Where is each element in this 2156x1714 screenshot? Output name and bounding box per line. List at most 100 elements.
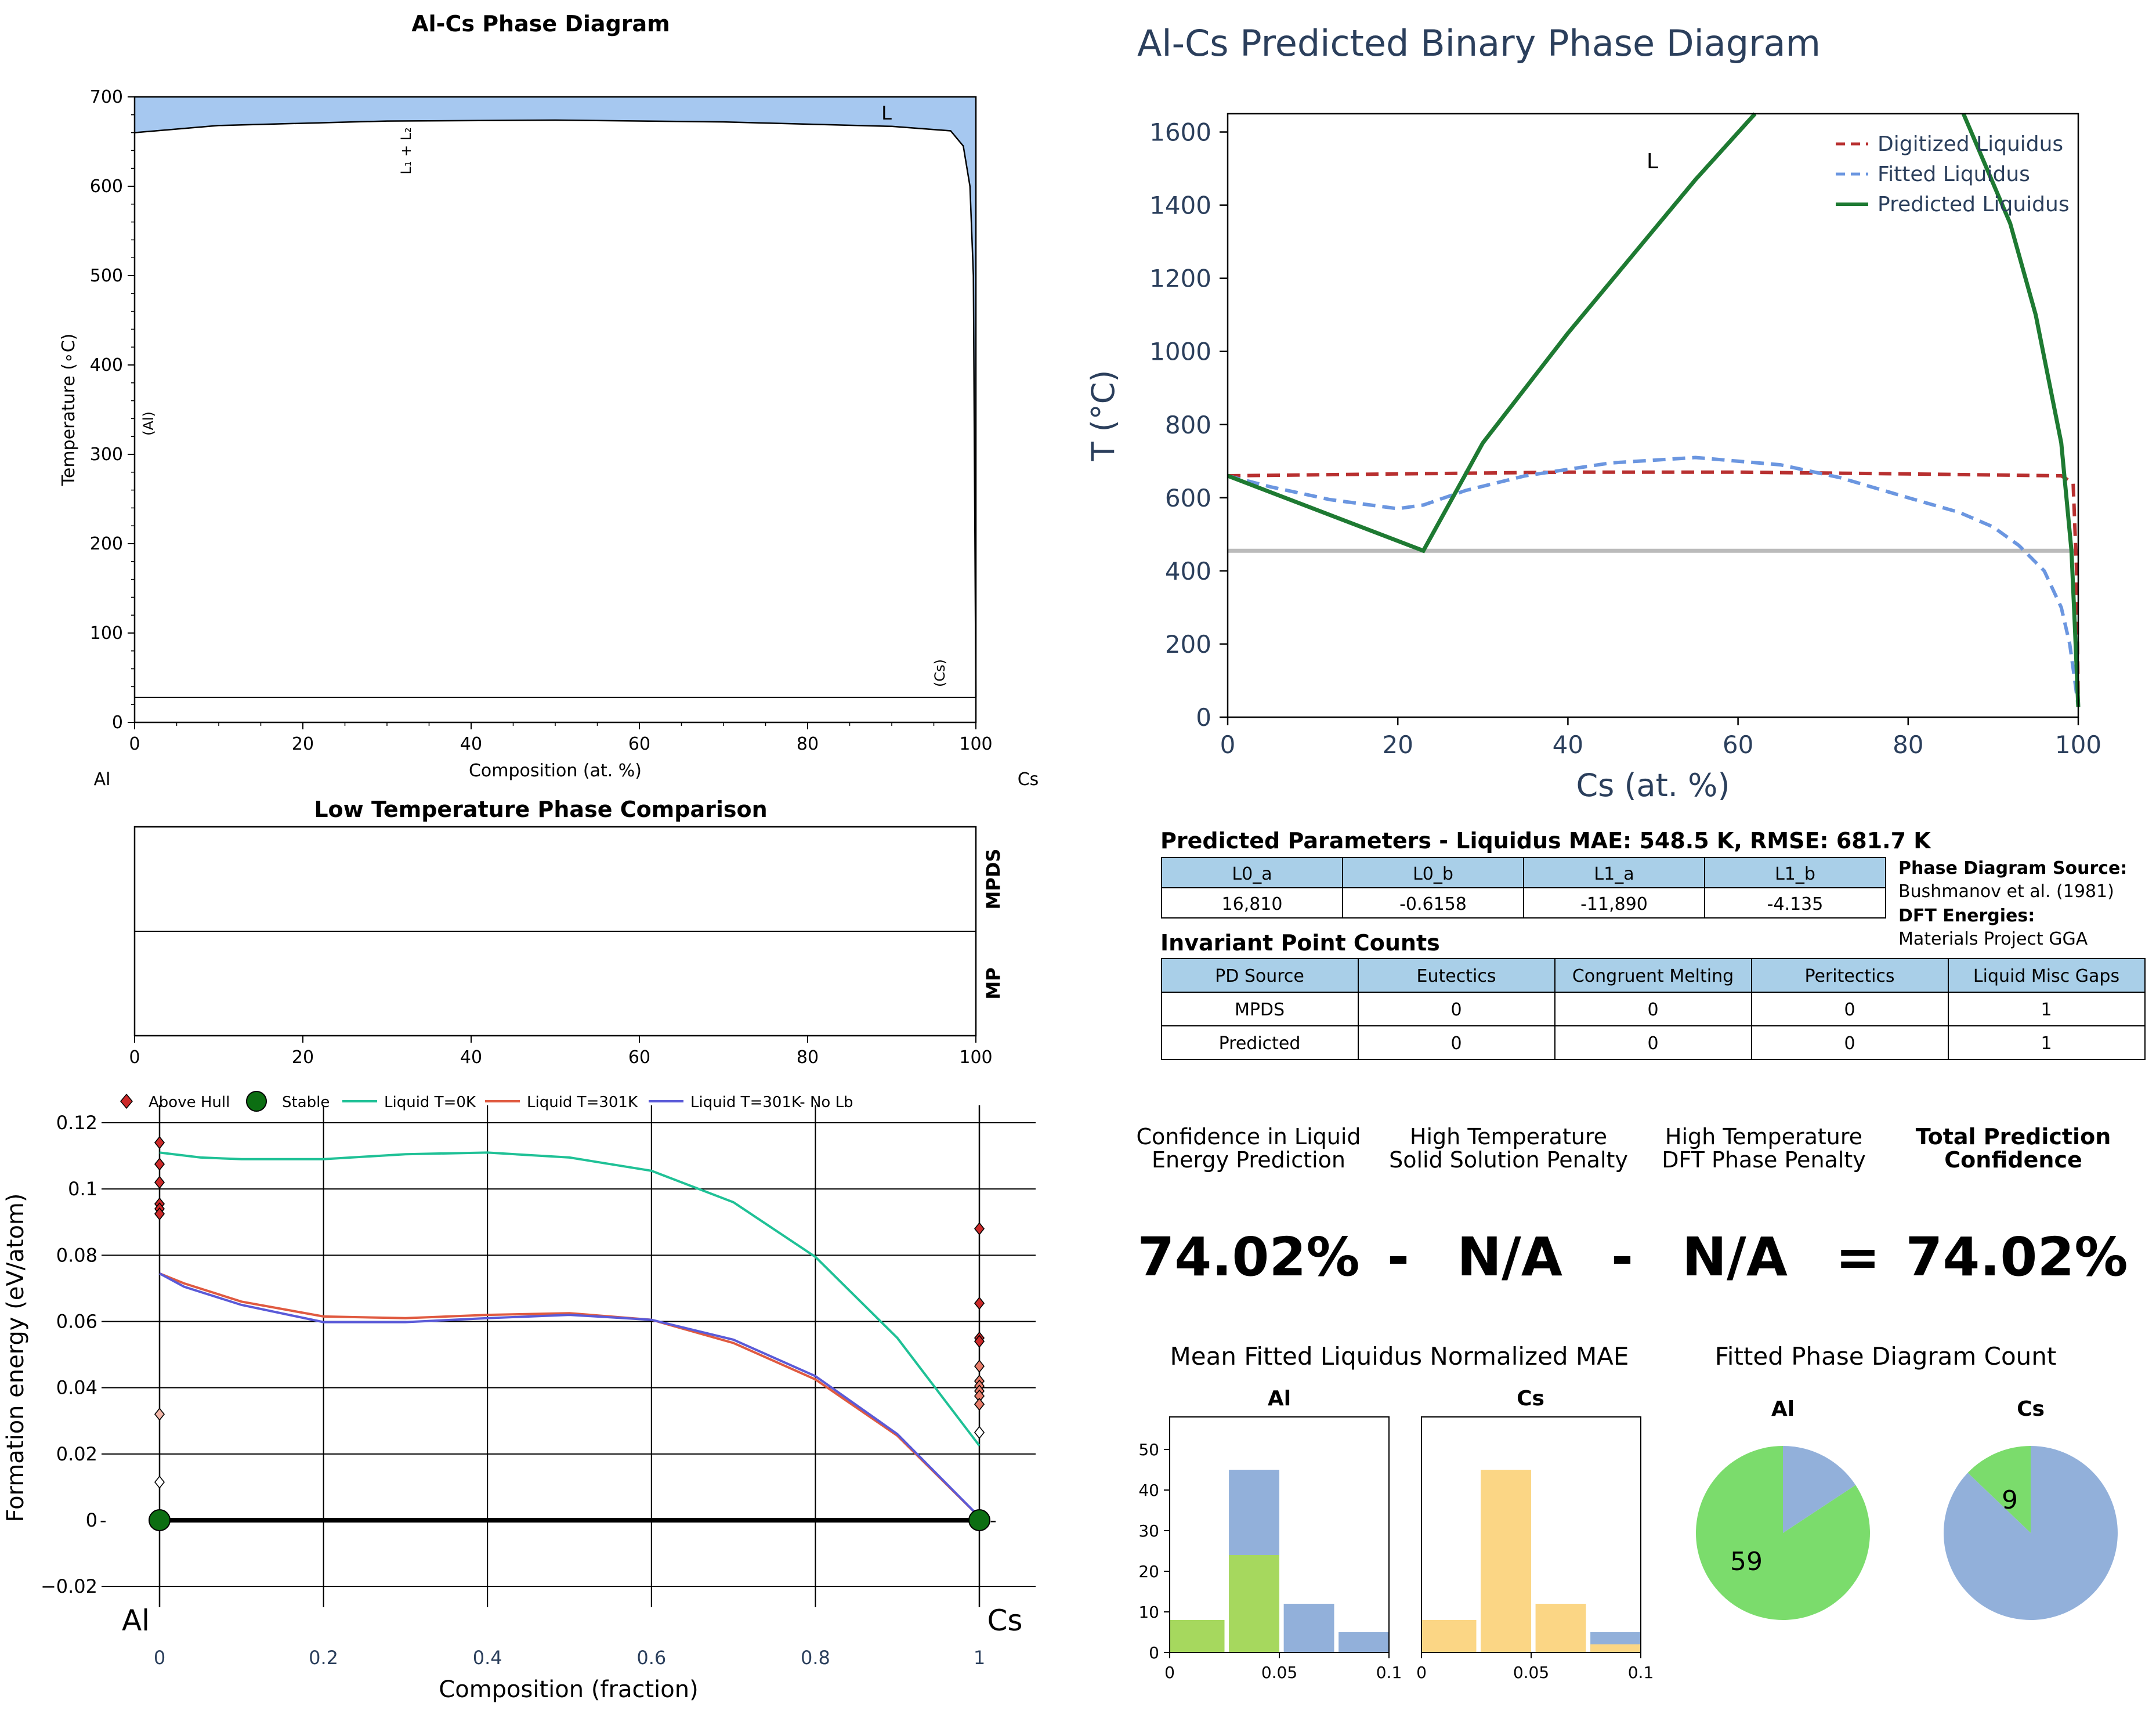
inv-header-cell <box>1554 958 1752 993</box>
x-tick-label: 1 <box>974 1647 985 1669</box>
inv-header-cell <box>1358 958 1555 993</box>
predicted-diagram-x-ticks: 0 20 40 60 80 100 <box>1220 717 2101 759</box>
formation-energy-panel: 0 0.2 0.4 0.6 0.8 1 0.12 0.1 0.08 0.06 0.04 0.02 0 −… <box>2 1091 1036 1703</box>
inv-cell <box>1948 1025 2146 1060</box>
histogram-bar <box>1481 1470 1531 1652</box>
formation-energy-y-label: Formation energy (eV/atom) <box>2 1194 29 1523</box>
dft-energies-value: Materials Project GGA <box>1898 929 2088 949</box>
inv-header-cell <box>1751 958 1949 993</box>
phase-diagram-y-label: Temperature (∘C) <box>59 334 79 487</box>
confidence-label-4a: Total Prediction <box>1916 1124 2111 1149</box>
param-value-l1a: -11,890 <box>1580 894 1648 914</box>
low-temp-panel: Low Temperature Phase Comparison MPDS MP… <box>129 797 1004 1068</box>
above-hull-marker <box>154 1176 165 1189</box>
inv-row1-peritectics: 0 <box>1844 1000 1855 1020</box>
inv-row2-congruent: 0 <box>1647 1033 1658 1054</box>
phase-diagram-right-element: Cs <box>1018 769 1039 790</box>
x-tick-label: 40 <box>460 1047 482 1068</box>
liquid-region-fill <box>135 97 976 697</box>
x-tick-label: 0.8 <box>801 1647 830 1669</box>
y-tick-label: 200 <box>90 534 123 554</box>
y-tick-label: 0.1 <box>68 1178 97 1200</box>
y-tick-label: 0 <box>112 713 123 733</box>
histogram-bar <box>1590 1644 1641 1652</box>
pie-cs-value-label: 9 <box>2002 1485 2018 1515</box>
histogram-al-bars <box>1170 1470 1389 1652</box>
y-tick-label: 10 <box>1138 1603 1159 1622</box>
y-tick-label: 40 <box>1138 1481 1159 1500</box>
inv-header-congruent: Congruent Melting <box>1572 966 1734 986</box>
x-tick-label: 0.05 <box>1261 1663 1297 1682</box>
pie-slice <box>1695 1446 1870 1621</box>
predicted-diagram-y-ticks: 0 200 400 600 800 1000 1200 1400 1600 <box>1149 118 1228 732</box>
param-value-l1b: -4.135 <box>1767 894 1824 914</box>
inv-header-pd-source: PD Source <box>1215 966 1304 986</box>
liquid-301k-curve <box>159 1272 981 1518</box>
confidence-value-2: N/A <box>1457 1226 1562 1288</box>
inv-row1-congruent: 0 <box>1647 1000 1658 1020</box>
above-hull-marker <box>154 1408 165 1421</box>
y-tick-label: 600 <box>90 176 123 197</box>
x-tick-label: 0 <box>129 1047 140 1068</box>
pie-slice <box>1967 1446 2031 1533</box>
label-al-solid: (Al) <box>140 411 157 436</box>
pie-slice <box>1943 1446 2118 1621</box>
y-tick-dash-right: - <box>990 1509 997 1531</box>
liquidus-boundary-line <box>134 119 977 697</box>
x-tick-label: 0 <box>1416 1663 1427 1682</box>
x-tick-label: 0.6 <box>636 1647 666 1669</box>
y-tick-label: 0 <box>1196 703 1211 732</box>
inv-row2-peritectics: 0 <box>1844 1033 1855 1054</box>
pie-al-slices <box>1695 1446 1870 1621</box>
predicted-liquidus-curve <box>1227 112 1757 554</box>
confidence-label-2a: High Temperature <box>1410 1124 1607 1149</box>
formation-energy-grid <box>102 1105 1036 1607</box>
confidence-label-4b: Confidence <box>1944 1147 2082 1173</box>
legend-stable-label: Stable <box>282 1094 330 1111</box>
param-header-l0a: L0_a <box>1232 864 1272 884</box>
histogram-title: Mean Fitted Liquidus Normalized MAE <box>1170 1342 1629 1371</box>
y-tick-label: 30 <box>1138 1521 1159 1541</box>
x-tick-label: 20 <box>292 734 314 754</box>
parameters-value-cell <box>1161 887 1343 919</box>
y-tick-label: 400 <box>1165 557 1211 585</box>
legend-above-hull-icon <box>120 1093 133 1109</box>
histogram-bar <box>1283 1604 1334 1652</box>
x-tick-label: 0.1 <box>1376 1663 1402 1682</box>
x-tick-label: 80 <box>797 1047 819 1068</box>
invariants-section: Invariant Point Counts PD Source Eutecti… <box>1160 930 2146 1060</box>
y-tick-label: 0.02 <box>56 1443 97 1465</box>
x-tick-label: 0.2 <box>309 1647 338 1669</box>
x-tick-label: 20 <box>1382 731 1413 759</box>
phase-diagram-title: Al-Cs Phase Diagram <box>411 11 670 37</box>
pie-al-value-label: 59 <box>1730 1547 1763 1576</box>
above-hull-marker <box>974 1296 985 1310</box>
phase-diagram-x-label: Composition (at. %) <box>469 761 642 781</box>
y-tick-label: 100 <box>90 623 123 643</box>
inv-row2-eutectics: 0 <box>1450 1033 1462 1054</box>
histogram-bar <box>1229 1555 1279 1652</box>
inv-row2-misc-gaps: 1 <box>2041 1033 2052 1054</box>
predicted-diagram-title: Al-Cs Predicted Binary Phase Diagram <box>1137 22 1821 64</box>
inv-cell <box>1948 992 2146 1026</box>
pie-section: Fitted Phase Diagram Count Al Cs 59 9 <box>1695 1342 2118 1621</box>
above-hull-marker <box>154 1476 165 1489</box>
confidence-operator-3: = <box>1835 1226 1880 1288</box>
inv-row1-misc-gaps: 1 <box>2041 1000 2052 1020</box>
pie-al-title: Al <box>1771 1397 1795 1421</box>
predicted-diagram-frame <box>1227 113 2079 718</box>
parameters-value-cell <box>1342 887 1524 919</box>
legend-liquid-301k-no-lb-label: Liquid T=301K- No Lb <box>690 1094 853 1111</box>
phase-diagram-left-element: Al <box>94 769 111 790</box>
histogram-al-title: Al <box>1268 1387 1291 1411</box>
x-tick-label: 100 <box>2055 731 2101 759</box>
fitted-liquidus-curve <box>1227 455 2080 707</box>
inv-header-misc-gaps: Liquid Misc Gaps <box>1973 966 2119 986</box>
legend-above-hull-label: Above Hull <box>149 1094 230 1111</box>
inv-cell <box>1751 1025 1949 1060</box>
y-tick-label: 200 <box>1165 630 1211 659</box>
inv-cell <box>1554 1025 1752 1060</box>
digitized-liquidus-curve <box>1227 470 2080 707</box>
legend-predicted-label: Predicted Liquidus <box>1878 193 2070 216</box>
